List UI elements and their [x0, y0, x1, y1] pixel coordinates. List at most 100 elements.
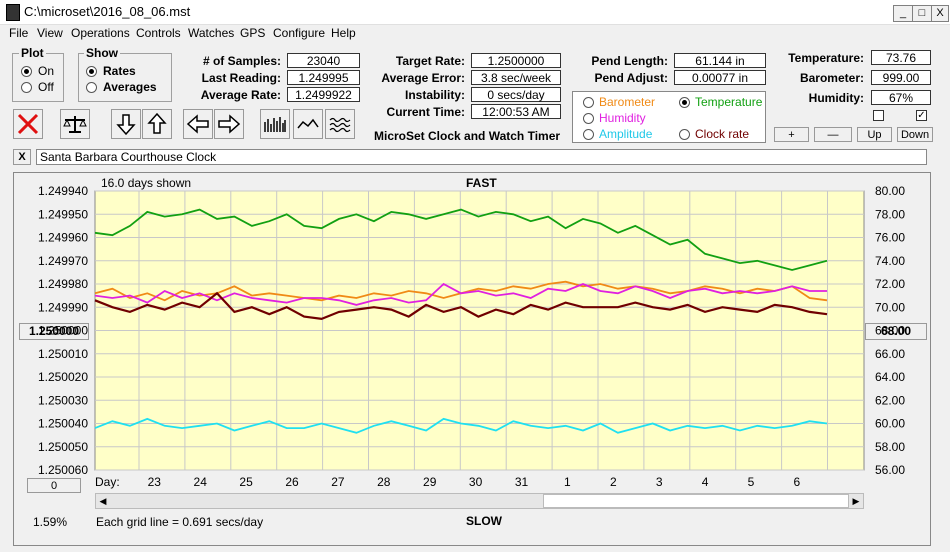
- clock-rate-radio[interactable]: [679, 129, 690, 140]
- right-tick-label: 74.00: [875, 254, 905, 268]
- left-tick-label: 1.250010: [38, 347, 88, 361]
- balance-button[interactable]: [60, 109, 90, 139]
- amplitude-radio[interactable]: [583, 129, 594, 140]
- last-reading-label: Last Reading:: [201, 71, 281, 85]
- scroll-right-icon[interactable]: ▶: [852, 496, 860, 506]
- scroll-left-icon[interactable]: ◀: [99, 496, 107, 506]
- left-tick-label: 1.250020: [38, 370, 88, 384]
- barometer-option: Barometer: [599, 95, 656, 109]
- option-checkbox-2[interactable]: ✓: [916, 110, 927, 121]
- pend-adjust-value: 0.00077 in: [674, 70, 766, 85]
- left-tick-label: 1.250040: [38, 417, 88, 431]
- up-button[interactable]: Up: [857, 127, 892, 142]
- stop-icon: [17, 113, 39, 135]
- scrollbar-thumb[interactable]: [543, 494, 849, 508]
- arrow-left-button[interactable]: [183, 109, 213, 139]
- fast-label: FAST: [466, 176, 497, 190]
- x-tick-label: 28: [377, 475, 391, 489]
- left-tick-label: 1.249950: [38, 207, 88, 221]
- pend-length-value: 61.144 in: [674, 53, 766, 68]
- x-tick-label: 27: [331, 475, 345, 489]
- stop-button[interactable]: [13, 109, 43, 139]
- series-select-box: [572, 91, 766, 143]
- amplitude-option: Amplitude: [599, 127, 653, 141]
- barometer-label: Barometer:: [799, 71, 864, 85]
- wave-graph-button[interactable]: [325, 109, 355, 139]
- average-error-value: 3.8 sec/week: [471, 70, 561, 85]
- show-group: [78, 53, 172, 102]
- right-tick-label: 60.00: [875, 417, 905, 431]
- right-tick-label: 70.00: [875, 300, 905, 314]
- x-tick-label: 24: [194, 475, 208, 489]
- show-rates-radio[interactable]: [86, 66, 97, 77]
- show-averages-radio[interactable]: [86, 82, 97, 93]
- show-group-label: Show: [84, 46, 120, 60]
- x-tick-label: 25: [239, 475, 253, 489]
- arrow-left-icon: [186, 114, 209, 134]
- grid-note: Each grid line = 0.691 secs/day: [96, 515, 264, 529]
- menu-controls[interactable]: Controls: [136, 26, 181, 40]
- title-bar: C:\microset\2016_08_06.mst _ □ X: [0, 0, 950, 25]
- clock-name-input[interactable]: Santa Barbara Courthouse Clock: [36, 149, 927, 165]
- plot-off-radio[interactable]: [21, 82, 32, 93]
- arrow-down-button[interactable]: [111, 109, 141, 139]
- option-checkbox-1[interactable]: [873, 110, 884, 121]
- arrow-up-icon: [147, 113, 167, 134]
- plus-button[interactable]: +: [774, 127, 809, 142]
- menu-configure[interactable]: Configure: [273, 26, 326, 40]
- x-tick-label: 5: [748, 475, 755, 489]
- temperature-radio[interactable]: [679, 97, 690, 108]
- right-axis-button[interactable]: 68.00: [865, 323, 927, 340]
- arrow-right-icon: [218, 114, 241, 134]
- series-line-temperature: [94, 208, 828, 271]
- bar-graph-button[interactable]: [260, 109, 290, 139]
- menu-operations[interactable]: Operations: [71, 26, 130, 40]
- down-button[interactable]: Down: [897, 127, 933, 142]
- zero-button[interactable]: 0: [27, 478, 81, 493]
- close-button[interactable]: X: [931, 5, 949, 22]
- average-rate-label: Average Rate:: [200, 88, 281, 102]
- barometer-radio[interactable]: [583, 97, 594, 108]
- current-time-value: 12:00:53 AM: [471, 104, 561, 119]
- samples-label: # of Samples:: [202, 54, 281, 68]
- clock-rate-option: Clock rate: [695, 127, 750, 141]
- days-shown-label: 16.0 days shown: [101, 176, 192, 190]
- wave-graph-icon: [329, 117, 351, 133]
- clear-name-button[interactable]: X: [13, 149, 31, 165]
- day-label: Day:: [95, 475, 120, 489]
- menu-gps[interactable]: GPS: [240, 26, 266, 40]
- arrow-right-button[interactable]: [214, 109, 244, 139]
- right-tick-label: 62.00: [875, 393, 905, 407]
- humidity-radio[interactable]: [583, 113, 594, 124]
- left-tick-label: 1.250050: [38, 440, 88, 454]
- x-tick-label: 23: [148, 475, 162, 489]
- arrow-up-button[interactable]: [142, 109, 172, 139]
- menu-watches[interactable]: Watches: [188, 26, 235, 40]
- minus-button[interactable]: —: [814, 127, 852, 142]
- x-tick-label: 2: [610, 475, 617, 489]
- menu-file[interactable]: File: [9, 26, 29, 40]
- menu-help[interactable]: Help: [331, 26, 356, 40]
- left-tick-label: 1.249990: [38, 300, 88, 314]
- plot-on-radio[interactable]: [21, 66, 32, 77]
- instability-label: Instability:: [404, 88, 465, 102]
- average-rate-value: 1.2499922: [287, 87, 360, 102]
- series-line-clock-rate: [94, 291, 828, 321]
- menu-view[interactable]: View: [37, 26, 63, 40]
- x-tick-label: 6: [794, 475, 801, 489]
- left-axis-button[interactable]: 1.250000: [19, 323, 89, 340]
- left-tick-label: 1.249980: [38, 277, 88, 291]
- left-tick-label: 1.250030: [38, 393, 88, 407]
- target-rate-label: Target Rate:: [395, 54, 465, 68]
- last-reading-value: 1.249995: [287, 70, 360, 85]
- right-tick-label: 72.00: [875, 277, 905, 291]
- samples-value: 23040: [287, 53, 360, 68]
- instability-value: 0 secs/day: [471, 87, 561, 102]
- show-averages-label: Averages: [103, 80, 157, 94]
- humidity-option: Humidity: [599, 111, 646, 125]
- line-graph-button[interactable]: [293, 109, 323, 139]
- x-tick-label: 1: [564, 475, 571, 489]
- plot-on-label: On: [38, 64, 55, 78]
- right-tick-label: 64.00: [875, 370, 905, 384]
